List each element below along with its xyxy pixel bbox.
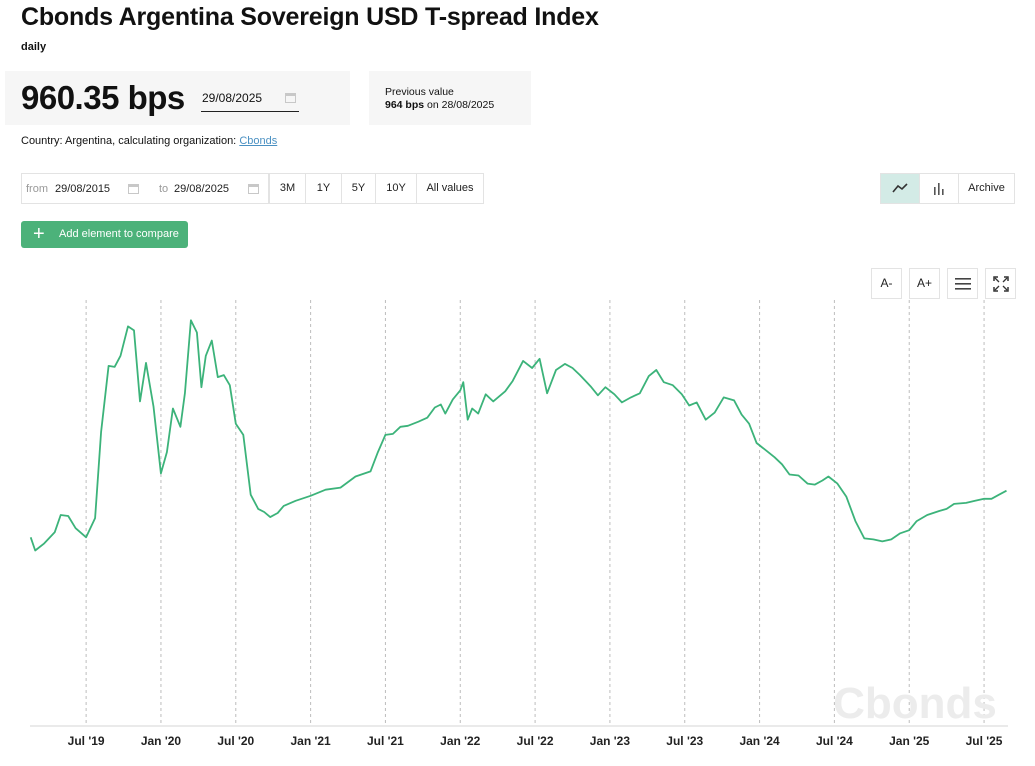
date-range-picker: from 29/08/2015 to 29/08/2025	[21, 173, 269, 204]
previous-value: 964 bps	[385, 99, 425, 111]
add-element-to-compare-button[interactable]: + Add element to compare	[21, 221, 188, 248]
x-axis-tick-labels: Jul '19 Jan '20 Jul '20 Jan '21 Jul '21 Jan '…	[68, 734, 1003, 748]
x-tick-label-8: Jul '23	[666, 734, 703, 748]
font-decrease-button[interactable]: A-	[871, 268, 902, 299]
fullscreen-icon	[992, 276, 1009, 292]
series-line-t-spread	[29, 319, 1007, 552]
x-tick-label-3: Jan '21	[290, 734, 331, 748]
to-calendar-icon[interactable]	[248, 184, 259, 194]
fullscreen-button[interactable]	[985, 268, 1016, 299]
frequency-label: daily	[21, 41, 47, 53]
range-preset-3m[interactable]: 3M	[269, 173, 306, 204]
bar-chart-icon	[934, 183, 944, 196]
previous-value-date: on 28/08/2025	[427, 99, 495, 111]
add-element-label: Add element to compare	[59, 228, 179, 240]
hamburger-icon	[954, 277, 971, 290]
range-preset-all-values[interactable]: All values	[416, 173, 484, 204]
to-label: to	[159, 183, 169, 195]
current-value-panel: 960.35 bps 29/08/2025	[5, 71, 350, 125]
to-date-input[interactable]: 29/08/2025	[174, 183, 230, 195]
calendar-icon[interactable]	[285, 93, 296, 103]
range-preset-1y[interactable]: 1Y	[305, 173, 342, 204]
plus-icon: +	[33, 223, 45, 245]
bar-chart-toggle[interactable]	[919, 173, 959, 204]
previous-value-panel: Previous value 964 bps on 28/08/2025	[369, 71, 531, 125]
x-tick-label-2: Jul '20	[217, 734, 254, 748]
x-tick-label-9: Jan '24	[739, 734, 780, 748]
country-text: Country: Argentina, calculating organiza…	[21, 135, 240, 147]
from-calendar-icon[interactable]	[128, 184, 139, 194]
from-date-input[interactable]: 29/08/2015	[55, 183, 111, 195]
x-tick-label-5: Jan '22	[440, 734, 481, 748]
cbonds-watermark: Cbonds	[833, 679, 997, 728]
x-tick-label-7: Jan '23	[590, 734, 631, 748]
archive-button[interactable]: Archive	[958, 173, 1015, 204]
current-value: 960.35 bps	[21, 79, 185, 116]
x-tick-label-11: Jan '25	[889, 734, 930, 748]
x-tick-label-6: Jul '22	[517, 734, 554, 748]
calculating-organization-link[interactable]: Cbonds	[239, 135, 278, 147]
x-tick-label-4: Jul '21	[367, 734, 404, 748]
from-label: from	[26, 183, 48, 195]
previous-value-line: 964 bps on 28/08/2025	[385, 99, 494, 111]
x-tick-label-10: Jul '24	[816, 734, 853, 748]
page-title: Cbonds Argentina Sovereign USD T-spread …	[21, 3, 599, 31]
chart-gridlines	[85, 300, 985, 726]
menu-button[interactable]	[947, 268, 978, 299]
x-tick-label-12: Jul '25	[966, 734, 1003, 748]
line-chart-icon	[892, 183, 908, 193]
value-date-field[interactable]: 29/08/2025	[201, 85, 299, 112]
value-date-text: 29/08/2025	[202, 91, 263, 105]
previous-value-label: Previous value	[385, 86, 454, 98]
x-tick-label-0: Jul '19	[68, 734, 105, 748]
x-tick-label-1: Jan '20	[141, 734, 182, 748]
country-info: Country: Argentina, calculating organiza…	[21, 135, 277, 147]
font-increase-button[interactable]: A+	[909, 268, 940, 299]
range-preset-5y[interactable]: 5Y	[341, 173, 376, 204]
